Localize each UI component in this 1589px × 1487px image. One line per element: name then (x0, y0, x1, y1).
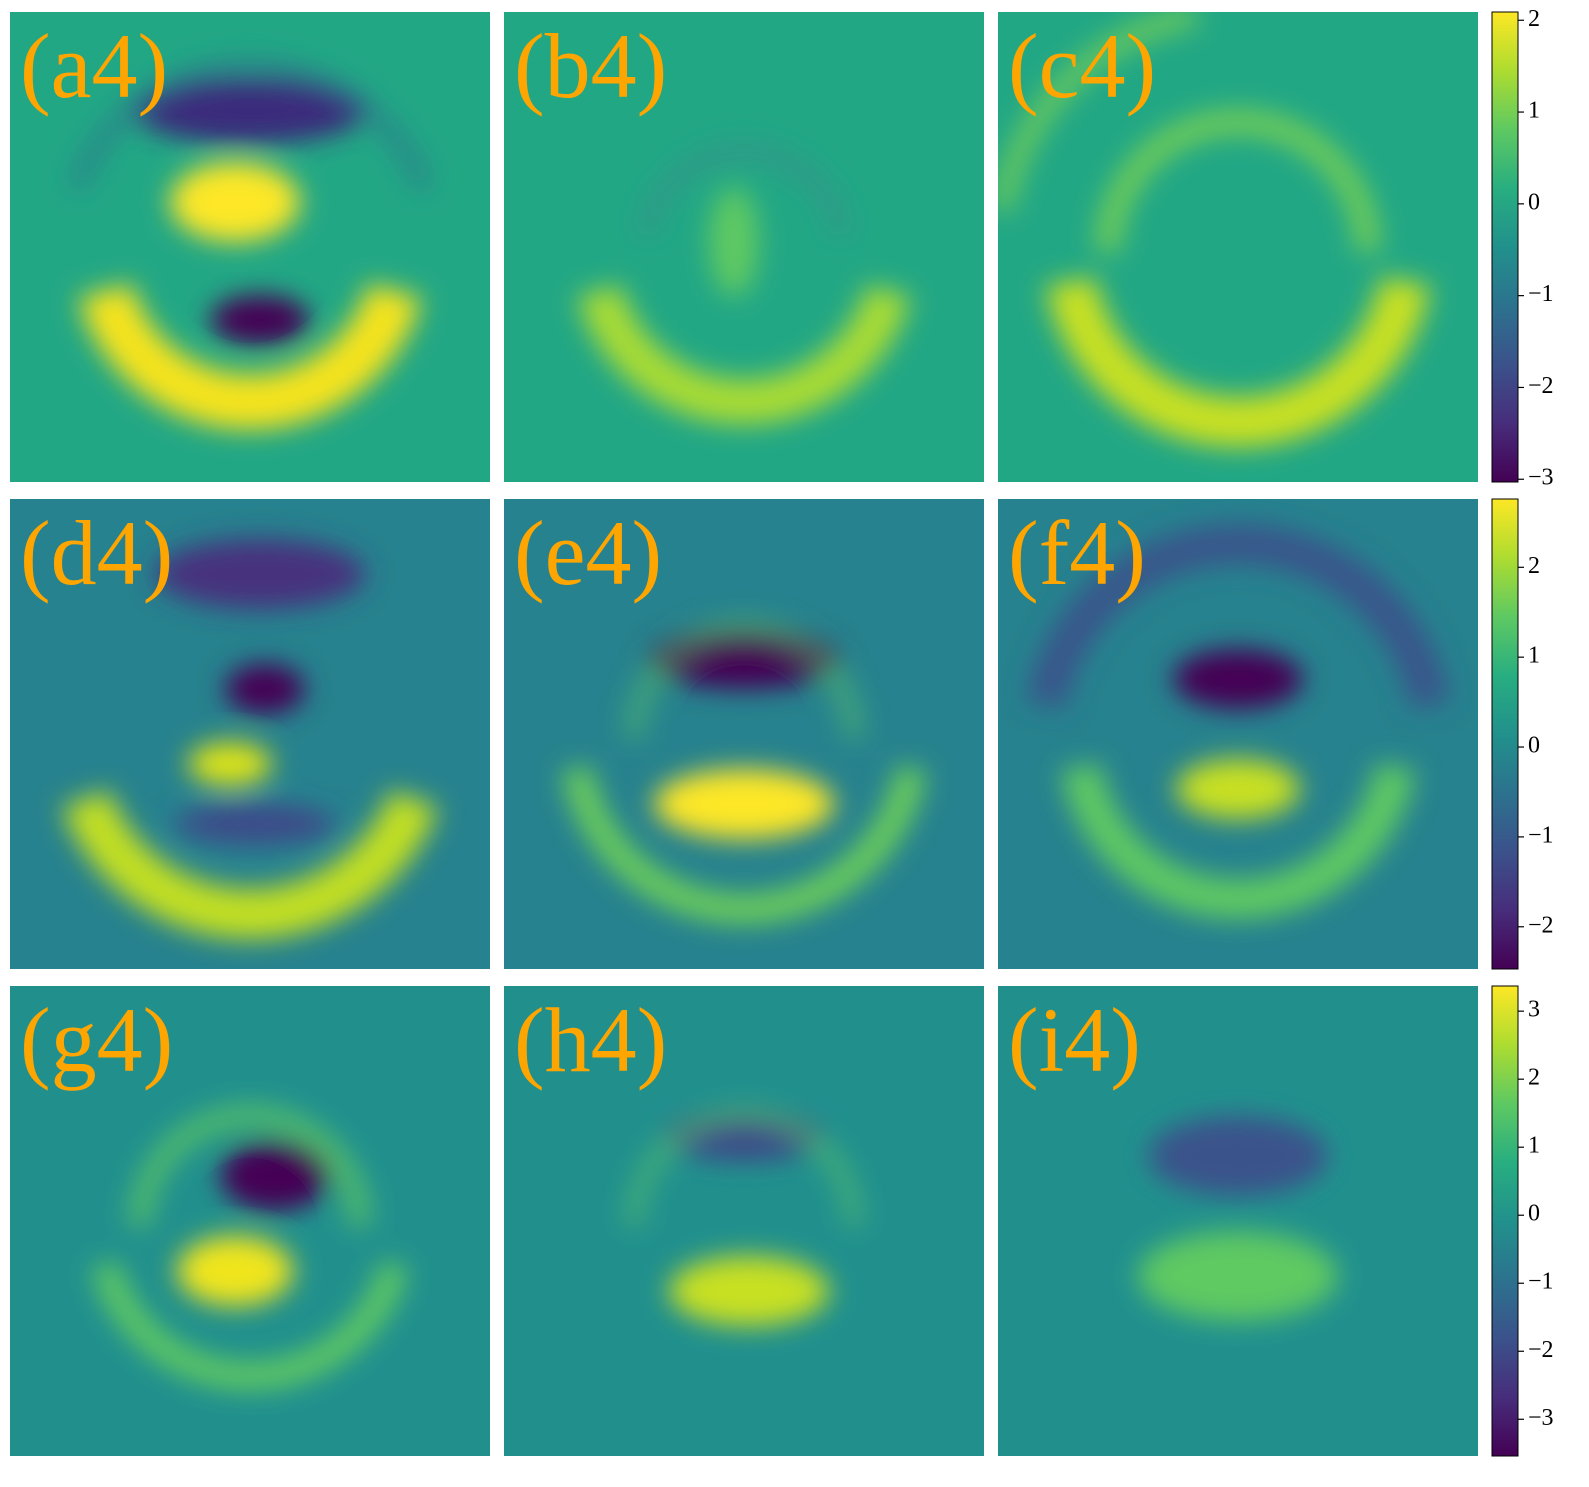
panel-label: (h4) (514, 989, 667, 1091)
heatmap-ring (62, 789, 438, 939)
heatmap-ring (129, 1105, 371, 1227)
heatmap-panel: (i4) (998, 986, 1478, 1456)
heatmap-blob (177, 1236, 293, 1306)
colorbar (1491, 498, 1519, 970)
heatmap-ring (636, 143, 852, 237)
colorbar-tick-label: 2 (1528, 6, 1540, 32)
heatmap-blob (1138, 1231, 1338, 1321)
heatmap-features (626, 1108, 862, 1326)
heatmap-ring (1045, 276, 1431, 447)
heatmap-ring (577, 284, 911, 425)
heatmap-features (1026, 524, 1450, 919)
colorbar-tick-label: −2 (1528, 1337, 1554, 1363)
colorbar-tick-label: −1 (1528, 281, 1554, 307)
heatmap-background (998, 986, 1478, 1456)
heatmap-blob (709, 187, 759, 297)
heatmap-blob (1148, 1116, 1328, 1196)
colorbar-tick-label: 2 (1528, 553, 1540, 579)
panel-label: (e4) (514, 502, 662, 604)
colorbar-tick-label: 1 (1528, 1133, 1540, 1159)
heatmap-ring (91, 1261, 409, 1390)
heatmap-blob (654, 769, 834, 839)
heatmap-blob (1176, 759, 1300, 819)
colorbar-tick-label: −1 (1528, 822, 1554, 848)
heatmap-blob (1173, 649, 1303, 709)
heatmap-background (504, 986, 984, 1456)
heatmap-ring (67, 58, 433, 192)
heatmap-blob (220, 1141, 330, 1211)
heatmap-panel: (h4) (504, 986, 984, 1456)
heatmap-panel: (d4) (10, 499, 490, 969)
colorbar-tick-label: −3 (1528, 1405, 1554, 1431)
heatmap-ring (1060, 763, 1416, 919)
heatmap-blob (155, 539, 365, 609)
heatmap-ring (1026, 524, 1450, 709)
heatmap-blob (135, 80, 365, 144)
heatmap-blob (210, 295, 310, 345)
heatmap-blob (669, 1256, 829, 1326)
colorbar-tick-label: 1 (1528, 643, 1540, 669)
heatmap-panel: (a4) (10, 12, 490, 482)
panel-label: (d4) (20, 502, 173, 604)
heatmap-ring (998, 12, 1199, 213)
heatmap-panel: (c4) (998, 12, 1478, 482)
colorbar-tick-label: 3 (1528, 997, 1540, 1023)
panel-label: (a4) (20, 15, 168, 117)
heatmap-panel: (b4) (504, 12, 984, 482)
heatmap-ring (626, 1108, 862, 1227)
heatmap-ring (561, 765, 927, 924)
heatmap-panel: (e4) (504, 499, 984, 969)
heatmap-blob (225, 664, 305, 714)
colorbar-tick-label: −2 (1528, 912, 1554, 938)
panel-label: (i4) (1008, 989, 1141, 1091)
panel-label: (c4) (1008, 15, 1156, 117)
heatmap-features (91, 1105, 409, 1390)
colorbar-tick-label: −3 (1528, 465, 1554, 491)
heatmap-features (62, 539, 438, 939)
colorbar-tick-label: 0 (1528, 1201, 1540, 1227)
heatmap-ring (78, 283, 422, 430)
heatmap-features (577, 143, 911, 425)
heatmap-features (1138, 1116, 1338, 1321)
heatmap-background (504, 499, 984, 969)
colorbar-tick-label: 0 (1528, 733, 1540, 759)
colorbar (1491, 11, 1519, 483)
colorbar-tick-label: 0 (1528, 189, 1540, 215)
panel-label: (f4) (1008, 502, 1146, 604)
heatmap-features (998, 12, 1431, 447)
heatmap-ring (1095, 109, 1381, 253)
heatmap-features (561, 619, 927, 924)
colorbar-tick-label: −1 (1528, 1269, 1554, 1295)
heatmap-features (67, 58, 433, 430)
colorbar-tick-label: −2 (1528, 373, 1554, 399)
heatmap-panel: (g4) (10, 986, 490, 1456)
colorbar (1491, 985, 1519, 1457)
heatmap-blob (170, 162, 300, 242)
panel-label: (b4) (514, 15, 667, 117)
panel-label: (g4) (20, 989, 173, 1091)
heatmap-blob (175, 804, 335, 844)
heatmap-blob (188, 742, 272, 786)
colorbar-tick-label: 1 (1528, 98, 1540, 124)
heatmap-panel: (f4) (998, 499, 1478, 969)
colorbar-tick-label: 2 (1528, 1065, 1540, 1091)
heatmap-ring (624, 619, 864, 740)
